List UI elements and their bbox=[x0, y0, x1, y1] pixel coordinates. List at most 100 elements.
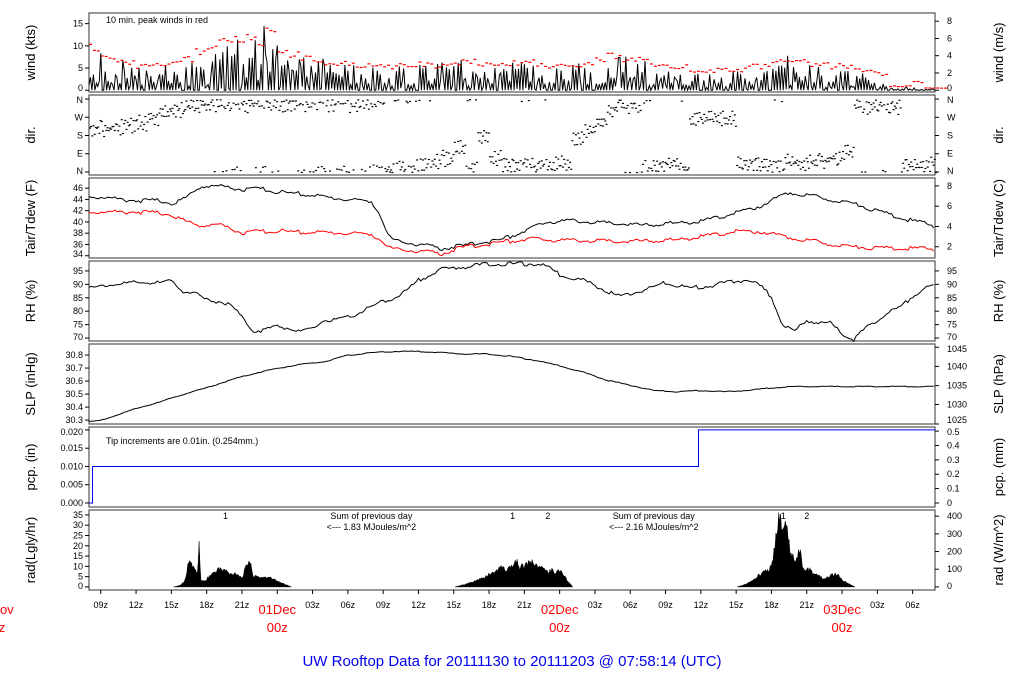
wind-direction-point bbox=[822, 160, 825, 162]
wind-direction-point bbox=[539, 167, 542, 169]
wind-direction-point bbox=[436, 153, 439, 156]
wind-direction-point bbox=[549, 161, 552, 163]
wind-direction-point bbox=[850, 151, 853, 153]
wind-direction-point bbox=[797, 164, 800, 166]
wind-direction-point bbox=[437, 167, 440, 170]
wind-direction-point bbox=[853, 104, 856, 106]
wind-direction-point bbox=[146, 121, 149, 123]
wind-direction-point bbox=[876, 109, 879, 111]
wind-direction-point bbox=[476, 161, 479, 163]
wind-direction-point bbox=[164, 105, 167, 107]
wind-direction-point bbox=[353, 105, 356, 108]
rh-ytick-label-left: 95 bbox=[73, 266, 83, 276]
wind-direction-point bbox=[456, 150, 459, 152]
wind-direction-point bbox=[763, 158, 766, 161]
wind-direction-point bbox=[499, 149, 502, 152]
wind-direction-point bbox=[738, 166, 741, 168]
temp-ylabel-left: Tair/Tdew (F) bbox=[23, 180, 38, 257]
rh-ytick-label-right: 80 bbox=[947, 306, 957, 316]
wind-direction-point bbox=[354, 102, 357, 104]
wind-direction-point bbox=[577, 132, 580, 134]
wind-direction-point bbox=[345, 171, 348, 173]
rad-ytick-label-left: 0 bbox=[78, 581, 83, 591]
wind-direction-point bbox=[891, 101, 894, 103]
wind-direction-point bbox=[221, 171, 224, 173]
x-tick-label: 21z bbox=[799, 600, 814, 610]
tair-line bbox=[88, 184, 935, 252]
wind-direction-point bbox=[178, 108, 181, 110]
wind-direction-point bbox=[854, 107, 857, 109]
wind-direction-point bbox=[219, 99, 222, 101]
wind-direction-point bbox=[113, 129, 116, 132]
pcp-ytick-label-left: 0.010 bbox=[60, 461, 83, 471]
wind-direction-point bbox=[523, 162, 526, 164]
wind-ytick-label-right: 4 bbox=[947, 51, 952, 61]
wind-direction-point bbox=[213, 171, 216, 173]
x-tick-label: 06z bbox=[905, 600, 920, 610]
wind-direction-point bbox=[867, 101, 870, 104]
wind-direction-point bbox=[153, 123, 156, 126]
wind-direction-point bbox=[283, 100, 286, 102]
wind-direction-point bbox=[811, 162, 814, 165]
wind-direction-point bbox=[360, 168, 363, 171]
x-tick-label: 06z bbox=[623, 600, 638, 610]
x-day-label: 02Dec bbox=[541, 602, 579, 617]
wind-direction-point bbox=[771, 171, 774, 173]
wind-direction-point bbox=[359, 105, 362, 107]
wind-direction-point bbox=[474, 99, 477, 101]
tdew-line bbox=[88, 209, 935, 257]
daily-sum-value: <--- 2.16 MJoules/m^2 bbox=[609, 522, 699, 532]
wind-direction-point bbox=[376, 165, 379, 167]
wind-direction-point bbox=[639, 109, 642, 112]
wind-direction-point bbox=[216, 99, 219, 101]
x-day-label: 03Dec bbox=[823, 602, 861, 617]
wind-direction-point bbox=[758, 166, 761, 168]
dir-ytick-label-left: E bbox=[77, 149, 83, 159]
wind-direction-point bbox=[196, 99, 199, 102]
wind-direction-point bbox=[260, 105, 263, 107]
wind-direction-point bbox=[844, 145, 847, 147]
wind-direction-point bbox=[793, 161, 796, 163]
wind-direction-point bbox=[165, 115, 168, 118]
wind-direction-point bbox=[687, 167, 690, 169]
wind-direction-point bbox=[594, 125, 597, 127]
wind-direction-point bbox=[421, 159, 424, 161]
dir-panel bbox=[85, 94, 939, 176]
wind-direction-point bbox=[592, 126, 595, 128]
wind-direction-point bbox=[690, 123, 693, 125]
x-tick-label: 21z bbox=[517, 600, 532, 610]
slp-ylabel-right: SLP (hPa) bbox=[991, 354, 1006, 414]
wind-direction-point bbox=[101, 130, 104, 132]
rh-ytick-label-left: 90 bbox=[73, 279, 83, 289]
wind-direction-point bbox=[229, 109, 232, 112]
wind-direction-point bbox=[832, 155, 835, 157]
wind-direction-point bbox=[632, 103, 635, 105]
wind-direction-point bbox=[116, 123, 119, 126]
wind-direction-point bbox=[649, 100, 652, 102]
wind-direction-point bbox=[890, 102, 893, 105]
wind-direction-point bbox=[231, 169, 234, 171]
wind-direction-point bbox=[270, 109, 273, 111]
wind-direction-point bbox=[426, 163, 429, 165]
wind-direction-point bbox=[596, 118, 599, 120]
wind-direction-point bbox=[882, 169, 885, 172]
wind-direction-point bbox=[364, 170, 367, 172]
wind-direction-point bbox=[503, 157, 506, 160]
wind-direction-point bbox=[172, 113, 175, 115]
wind-direction-point bbox=[894, 107, 897, 109]
wind-direction-point bbox=[491, 156, 494, 158]
wind-direction-point bbox=[796, 159, 799, 161]
wind-direction-point bbox=[624, 171, 627, 174]
wind-direction-point bbox=[232, 102, 235, 104]
wind-direction-point bbox=[285, 99, 288, 101]
wind-direction-point bbox=[332, 110, 335, 112]
wind-direction-point bbox=[104, 125, 107, 127]
wind-direction-point bbox=[344, 102, 347, 104]
wind-direction-point bbox=[287, 102, 290, 104]
wind-direction-point bbox=[707, 111, 710, 113]
wind-direction-point bbox=[346, 100, 349, 102]
wind-direction-point bbox=[725, 117, 728, 119]
wind-direction-point bbox=[720, 124, 723, 127]
wind-direction-point bbox=[279, 105, 282, 107]
wind-direction-point bbox=[644, 159, 647, 162]
